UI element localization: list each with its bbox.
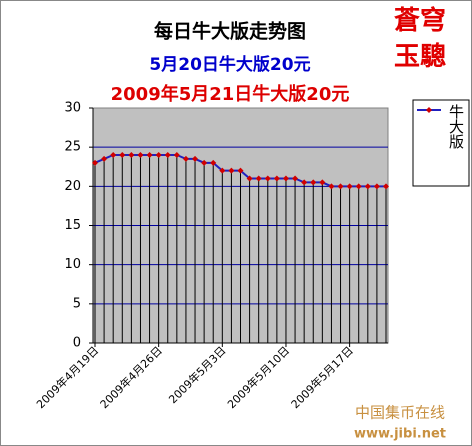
point — [301, 179, 308, 186]
point — [282, 175, 289, 182]
point — [346, 183, 353, 190]
y-tick-label: 10 — [64, 257, 81, 272]
y-tick-label: 25 — [64, 140, 81, 155]
point — [164, 152, 171, 158]
point — [319, 179, 326, 186]
point — [201, 159, 208, 166]
y-tick-label: 15 — [64, 218, 81, 233]
point — [119, 152, 126, 158]
point — [155, 152, 162, 158]
point — [383, 183, 389, 190]
chart-title: 每日牛大版走势图 — [154, 20, 306, 43]
y-tick-label: 5 — [73, 296, 81, 311]
point — [228, 167, 235, 174]
point — [237, 167, 244, 174]
point — [110, 152, 117, 158]
legend-label: 牛大版 — [447, 104, 465, 150]
point — [355, 183, 362, 190]
point — [182, 155, 189, 162]
point — [219, 167, 226, 174]
point — [101, 155, 108, 162]
point — [146, 152, 153, 158]
y-tick-label: 30 — [64, 101, 81, 116]
chart-subtitle: 5月20日牛大版20元 — [149, 54, 310, 75]
point — [264, 175, 271, 182]
point — [137, 152, 144, 158]
point — [92, 159, 98, 166]
point — [128, 152, 135, 158]
chart-subtitle: 2009年5月21日牛大版20元 — [111, 83, 350, 105]
watermark: 中国集币在线 — [355, 404, 445, 422]
y-tick-label: 0 — [73, 336, 81, 351]
point — [246, 175, 253, 182]
point — [373, 183, 380, 190]
legend-marker — [426, 107, 432, 113]
stamp: 蒼穹 — [394, 5, 446, 36]
y-tick-label: 20 — [64, 179, 81, 194]
point — [173, 152, 180, 158]
point — [364, 183, 371, 190]
point — [337, 183, 344, 190]
point — [328, 183, 335, 190]
point — [210, 159, 217, 166]
watermark: www.jibi.net — [354, 427, 446, 442]
point — [273, 175, 280, 182]
point — [292, 175, 299, 182]
point — [192, 155, 199, 162]
legend-box — [412, 99, 470, 187]
point — [255, 175, 262, 182]
stamp: 玉驄 — [394, 41, 446, 72]
point — [310, 179, 317, 186]
